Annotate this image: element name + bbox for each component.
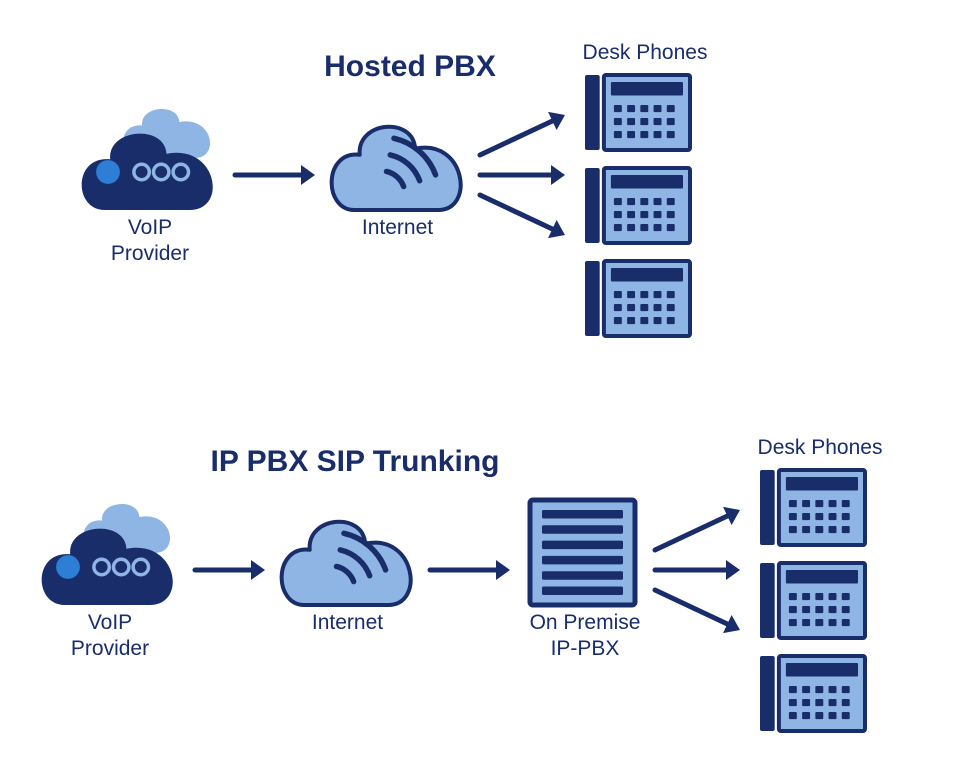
desk-phone-icon <box>585 75 690 150</box>
arrow-head <box>301 165 315 185</box>
hosted-title: Hosted PBX <box>300 50 520 84</box>
hosted-internet-label: Internet <box>345 215 450 241</box>
arrow-head <box>726 560 740 580</box>
internet-cloud-icon <box>332 127 461 210</box>
sip-title: IP PBX SIP Trunking <box>175 445 535 479</box>
sip-ippbx-label: On PremiseIP-PBX <box>515 610 655 663</box>
desk-phone-icon <box>585 261 690 336</box>
arrow-line <box>480 121 552 155</box>
hosted-extra-label-0: Desk Phones <box>570 40 720 66</box>
sip-internet-label: Internet <box>295 610 400 636</box>
arrow-line <box>655 516 727 550</box>
desk-phone-icon <box>585 168 690 243</box>
internet-cloud-icon <box>282 522 411 605</box>
arrow-line <box>480 195 552 229</box>
sip-voip-label: VoIPProvider <box>55 610 165 663</box>
desk-phone-icon <box>760 470 865 545</box>
desk-phone-icon <box>760 563 865 638</box>
sip-extra-label-0: Desk Phones <box>745 435 895 461</box>
arrow-head <box>496 560 510 580</box>
arrow-head <box>251 560 265 580</box>
arrow-line <box>655 590 727 624</box>
voip-provider-icon <box>82 109 213 210</box>
arrow-head <box>551 165 565 185</box>
hosted-voip-label: VoIPProvider <box>95 215 205 268</box>
voip-provider-icon <box>42 504 173 605</box>
server-rack-icon <box>530 500 635 605</box>
desk-phone-icon <box>760 656 865 731</box>
